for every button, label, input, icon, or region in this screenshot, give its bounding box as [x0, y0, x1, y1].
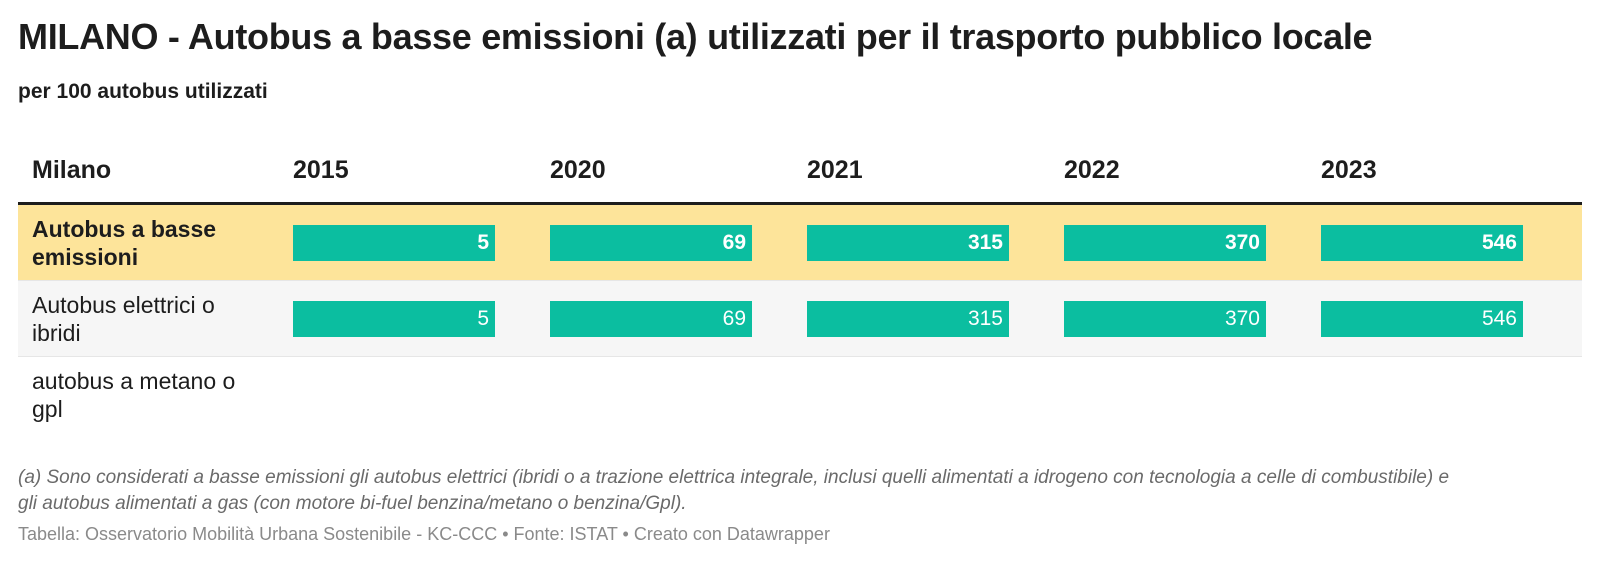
value-bar: 5 [293, 300, 495, 337]
column-header-2022[interactable]: 2022 [1064, 156, 1120, 184]
table-body: Autobus a basse emissioni 5 69 315 370 546 Aut… [18, 205, 1582, 432]
value-bar: 5 [293, 224, 495, 261]
source-credit: Tabella: Osservatorio Mobilità Urbana So… [18, 524, 830, 544]
data-table: Milano 2015 2020 2021 2022 2023 Autobus a ba… [18, 150, 1582, 432]
value-bar: 546 [1321, 300, 1523, 337]
value-bar: 370 [1064, 300, 1266, 337]
value-bar: 69 [550, 300, 752, 337]
value-bar: 315 [807, 300, 1009, 337]
value-bar: 546 [1321, 224, 1523, 261]
column-header-2015[interactable]: 2015 [293, 156, 349, 184]
chart-title: MILANO - Autobus a basse emissioni (a) u… [18, 16, 1373, 57]
row-label: Autobus a basse emissioni [32, 215, 217, 270]
column-header-2021[interactable]: 2021 [807, 156, 863, 184]
value-bar: 370 [1064, 224, 1266, 261]
chart-subtitle: per 100 autobus utilizzati [18, 80, 268, 103]
value-bar: 315 [807, 224, 1009, 261]
table-row: Autobus elettrici o ibridi 5 69 315 370 546 [18, 281, 1582, 357]
row-header-label[interactable]: Milano [32, 156, 112, 184]
footnote: (a) Sono considerati a basse emissioni g… [18, 467, 1450, 514]
column-header-2020[interactable]: 2020 [550, 156, 606, 184]
table-row: autobus a metano o gpl [18, 357, 1582, 432]
table-header-row: Milano 2015 2020 2021 2022 2023 [18, 150, 1582, 205]
row-label: autobus a metano o gpl [32, 367, 236, 422]
column-header-2023[interactable]: 2023 [1321, 156, 1377, 184]
value-bar: 69 [550, 224, 752, 261]
table-row: Autobus a basse emissioni 5 69 315 370 546 [18, 205, 1582, 281]
row-label: Autobus elettrici o ibridi [32, 291, 215, 346]
